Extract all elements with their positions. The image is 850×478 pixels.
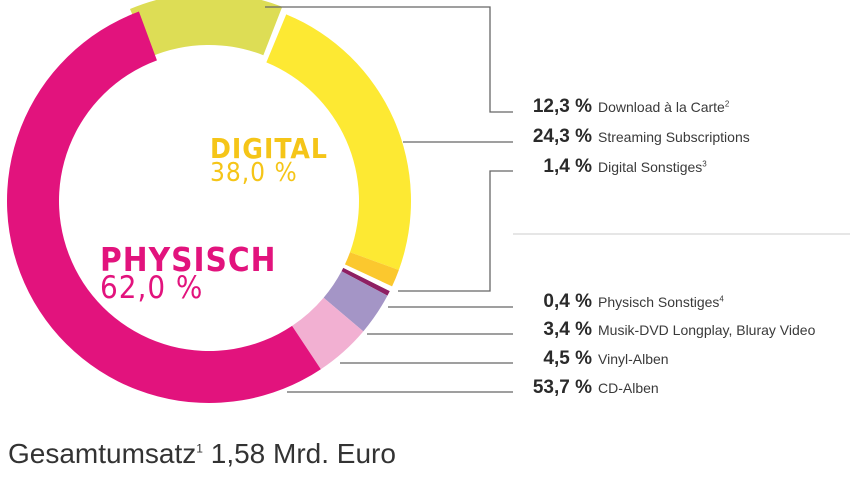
total-footnote: 1	[196, 441, 203, 456]
slice-cd-alben	[6, 11, 321, 404]
legend-item-download: 12,3 % Download à la Carte2	[500, 96, 729, 118]
legend-item-vinyl: 4,5 % Vinyl-Alben	[500, 348, 669, 370]
digital-title: DIGITAL	[210, 132, 328, 165]
legend-pct: 12,3 %	[532, 96, 592, 117]
slice-digital-sonstiges	[344, 252, 399, 287]
total-revenue: Gesamtumsatz1 1,58 Mrd. Euro	[8, 438, 396, 470]
slice-streaming-subscriptions	[266, 14, 411, 270]
total-value: 1,58 Mrd. Euro	[210, 438, 396, 469]
slice-physisch-sonstiges	[341, 267, 390, 296]
legend-label: Download à la Carte2	[598, 99, 730, 115]
legend-pct: 1,4 %	[543, 156, 592, 177]
legend-item-streaming: 24,3 % Streaming Subscriptions	[500, 126, 750, 148]
legend-item-physisch-sonstiges: 0,4 % Physisch Sonstiges4	[500, 291, 724, 313]
legend-pct: 4,5 %	[543, 348, 592, 369]
connector-digital-sonstiges	[398, 170, 513, 292]
donut-chart	[6, 0, 850, 404]
legend-pct: 24,3 %	[532, 126, 592, 147]
legend-item-dvd: 3,4 % Musik-DVD Longplay, Bluray Video	[500, 319, 815, 341]
legend-item-digital-sonstiges: 1,4 % Digital Sonstiges3	[500, 156, 707, 178]
connector-download	[265, 6, 513, 113]
slice-download-la-carte	[129, 0, 283, 57]
legend-label: CD-Alben	[598, 380, 659, 396]
physisch-title: PHYSISCH	[100, 240, 277, 279]
legend-label: Digital Sonstiges3	[598, 159, 707, 175]
total-label: Gesamtumsatz	[8, 438, 197, 469]
legend-pct: 0,4 %	[543, 291, 592, 312]
legend-pct: 53,7 %	[532, 377, 592, 398]
slice-vinyl-alben	[292, 297, 364, 370]
legend-label: Physisch Sonstiges4	[598, 294, 724, 310]
slice-musik-dvd-longplay-bluray-video	[323, 271, 388, 332]
legend-item-cd: 53,7 % CD-Alben	[500, 377, 659, 399]
connector-lines	[265, 6, 513, 393]
legend-pct: 3,4 %	[543, 319, 592, 340]
donut-slices	[6, 0, 411, 404]
legend-label: Streaming Subscriptions	[598, 129, 750, 145]
legend-label: Vinyl-Alben	[598, 351, 669, 367]
legend-label: Musik-DVD Longplay, Bluray Video	[598, 322, 816, 338]
digital-value: 38,0 %	[210, 158, 298, 188]
physisch-value: 62,0 %	[100, 270, 204, 306]
